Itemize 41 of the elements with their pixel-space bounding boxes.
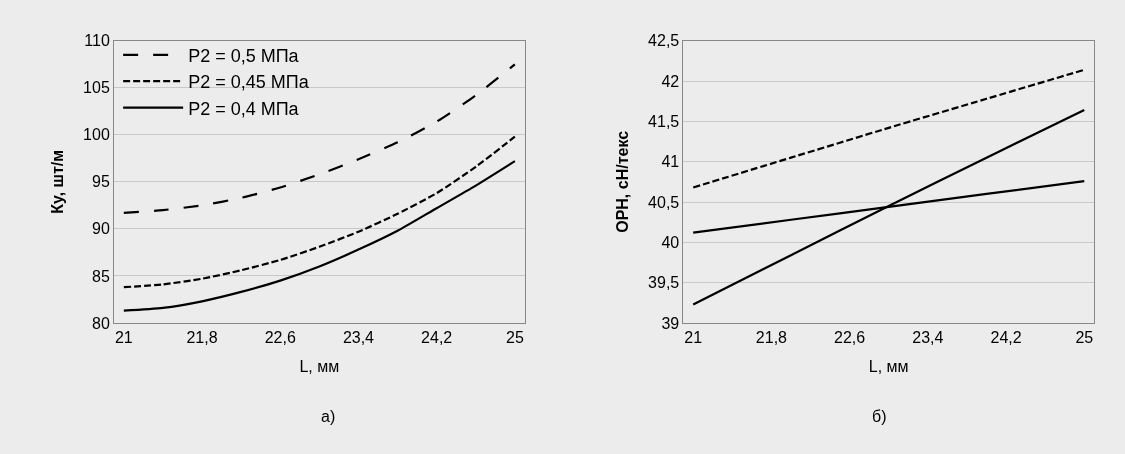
legend-label: P2 = 0,45 МПа xyxy=(188,72,310,93)
x-tick-label: 21,8 xyxy=(186,329,218,347)
y-tick-label: 41,5 xyxy=(648,112,680,130)
line-series xyxy=(692,68,1086,189)
y-tick-label: 40 xyxy=(661,233,680,251)
x-tick-label: 22,6 xyxy=(264,329,296,347)
text: б) xyxy=(872,408,887,425)
text: а) xyxy=(321,408,336,425)
x-tick-label: 22,6 xyxy=(834,329,866,347)
y-tick-label: 40,5 xyxy=(648,193,680,211)
y-tick-label: 80 xyxy=(92,314,110,332)
y-axis-title: Ку, шт/м xyxy=(49,149,67,214)
x-axis-title: L, мм xyxy=(299,357,340,375)
y-tick-label: 42 xyxy=(661,72,680,90)
legend-label: P2 = 0,4 МПа xyxy=(188,98,300,119)
line-series xyxy=(692,108,1086,306)
y-axis-title: ОРН, сН/текс xyxy=(613,130,631,233)
line-series xyxy=(122,160,516,312)
x-axis-title: L, мм xyxy=(868,357,909,375)
y-tick-label: 41 xyxy=(661,153,680,171)
legend-label: P2 = 0,5 МПа xyxy=(188,45,300,66)
x-tick-label: 23,4 xyxy=(342,329,375,347)
y-tick-label: 39 xyxy=(661,314,680,332)
y-tick-label: 42,5 xyxy=(648,32,680,50)
y-tick-label: 90 xyxy=(92,220,110,238)
x-tick-label: 23,4 xyxy=(912,329,944,347)
y-tick-label: 105 xyxy=(83,79,110,97)
y-tick-label: 95 xyxy=(92,173,110,191)
line-series xyxy=(122,63,516,214)
x-tick-label: 25 xyxy=(505,329,524,347)
line-series xyxy=(122,135,516,289)
x-tick-label: 24,2 xyxy=(421,329,453,347)
x-tick-label: 21 xyxy=(684,329,703,347)
x-tick-label: 21 xyxy=(114,329,133,347)
y-tick-label: 85 xyxy=(92,267,110,285)
x-tick-label: 25 xyxy=(1075,329,1094,347)
y-tick-label: 39,5 xyxy=(648,274,680,292)
x-tick-label: 24,2 xyxy=(990,329,1022,347)
y-tick-label: 100 xyxy=(83,126,110,144)
x-tick-label: 21,8 xyxy=(755,329,788,347)
y-tick-label: 110 xyxy=(84,32,110,50)
